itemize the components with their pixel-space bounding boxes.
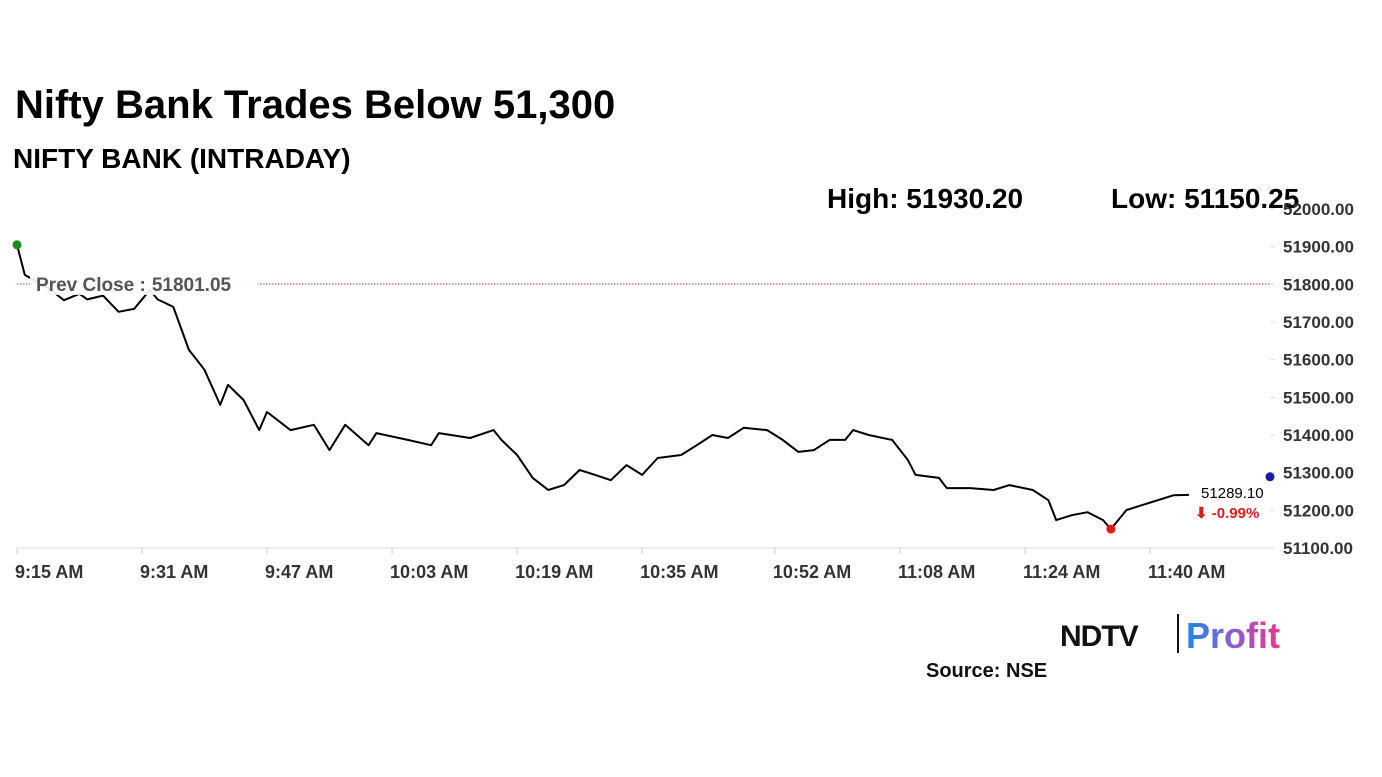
logo: NDTV Profit — [1060, 614, 1280, 656]
x-tick-label: 10:19 AM — [515, 562, 593, 582]
start-dot — [12, 240, 22, 250]
x-tick-label: 11:08 AM — [898, 562, 975, 582]
x-tick-label: 11:24 AM — [1023, 562, 1100, 582]
x-tick-label: 10:52 AM — [773, 562, 851, 582]
prev-close-annotation: Prev Close : 51801.05 — [30, 270, 258, 296]
low-stat: Low: 51150.25 — [1111, 183, 1299, 214]
chart-subtitle: NIFTY BANK (INTRADAY) — [13, 143, 351, 174]
x-tick-label: 9:47 AM — [265, 562, 333, 582]
y-tick-label: 51100.00 — [1283, 539, 1353, 558]
x-tick-label: 10:03 AM — [390, 562, 468, 582]
chart-title: Nifty Bank Trades Below 51,300 — [15, 83, 615, 127]
change-label: ⬇ -0.99% — [1195, 505, 1259, 522]
x-tick-label: 11:40 AM — [1148, 562, 1225, 582]
y-tick-label: 51200.00 — [1283, 501, 1354, 520]
source: Source: NSE — [926, 660, 1047, 682]
current-dot — [1265, 472, 1275, 482]
y-tick-label: 51700.00 — [1283, 313, 1354, 332]
y-tick-label: 51600.00 — [1283, 351, 1354, 370]
logo-profit: Profit — [1186, 615, 1280, 656]
prev-close-label: Prev Close : 51801.05 — [36, 275, 232, 296]
price-line — [16, 244, 1190, 531]
y-tick-label: 51900.00 — [1283, 238, 1354, 257]
y-tick-label: 51500.00 — [1283, 388, 1354, 407]
prev-close-bg — [30, 270, 258, 295]
x-tick-label: 10:35 AM — [640, 562, 718, 582]
low-dot — [1106, 524, 1116, 534]
logo-ndtv: NDTV — [1060, 620, 1139, 653]
x-tick-label: 9:15 AM — [15, 562, 83, 582]
x-tick-label: 9:31 AM — [140, 562, 208, 582]
y-tick-label: 51300.00 — [1283, 464, 1354, 483]
prev-close-text: Prev Close : — [36, 275, 146, 296]
y-tick-label: 52000.00 — [1283, 200, 1354, 219]
high-stat: High: 51930.20 — [827, 183, 1023, 214]
y-tick-label: 51400.00 — [1283, 426, 1354, 445]
prev-close-value: 51801.05 — [152, 275, 232, 296]
last-value-label: 51289.10 — [1201, 485, 1264, 502]
y-tick-label: 51800.00 — [1283, 275, 1354, 294]
